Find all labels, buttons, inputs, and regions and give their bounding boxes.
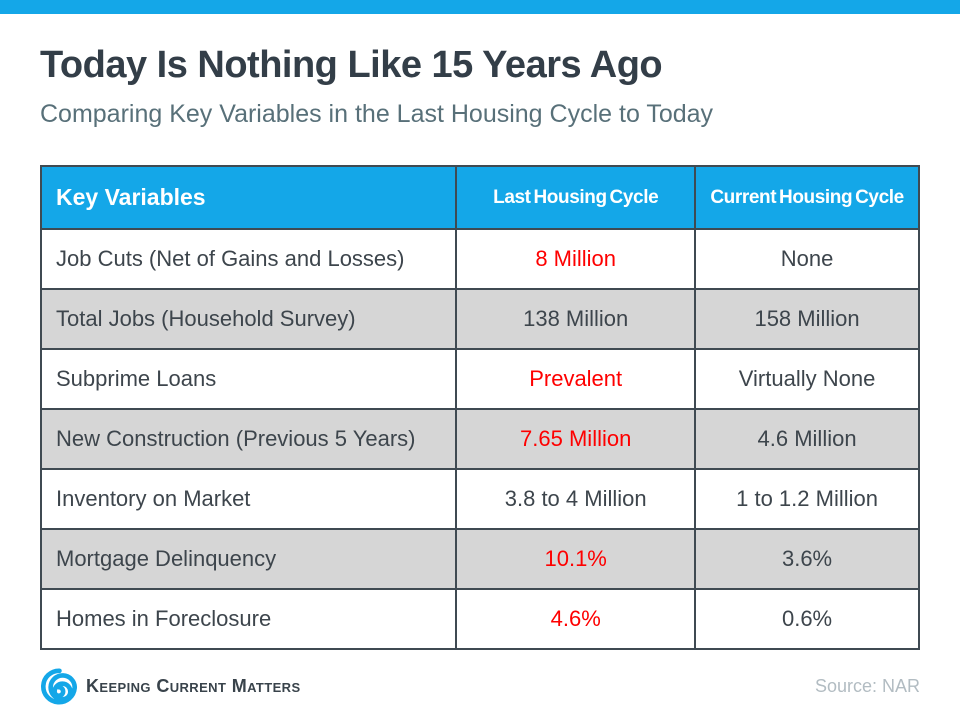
column-header-key-variables: Key Variables bbox=[39, 165, 458, 231]
page-title: Today Is Nothing Like 15 Years Ago bbox=[40, 44, 663, 86]
kcm-logo: Keeping Current Matters bbox=[40, 668, 301, 705]
last-cycle-value: 10.1% bbox=[455, 528, 697, 591]
kcm-swirl-icon bbox=[40, 668, 77, 705]
current-cycle-value: 1 to 1.2 Million bbox=[694, 468, 920, 531]
column-header-current-cycle: Current Housing Cycle bbox=[694, 165, 920, 231]
table-row: Mortgage Delinquency 10.1% 3.6% bbox=[39, 528, 920, 591]
table-row: Inventory on Market 3.8 to 4 Million 1 t… bbox=[39, 468, 920, 531]
current-cycle-value: 158 Million bbox=[694, 288, 920, 351]
footer: Keeping Current Matters Source: NAR bbox=[40, 665, 920, 707]
current-cycle-value: 0.6% bbox=[694, 588, 920, 651]
table-row: Total Jobs (Household Survey) 138 Millio… bbox=[39, 288, 920, 351]
top-accent-bar bbox=[0, 0, 960, 14]
variable-label: Total Jobs (Household Survey) bbox=[39, 288, 458, 351]
current-cycle-value: 4.6 Million bbox=[694, 408, 920, 471]
kcm-logo-text: Keeping Current Matters bbox=[86, 675, 301, 696]
slide-content: Today Is Nothing Like 15 Years Ago Compa… bbox=[0, 44, 960, 651]
variable-label: New Construction (Previous 5 Years) bbox=[39, 408, 458, 471]
variable-label: Mortgage Delinquency bbox=[39, 528, 458, 591]
table-row: Subprime Loans Prevalent Virtually None bbox=[39, 348, 920, 411]
current-cycle-value: Virtually None bbox=[694, 348, 920, 411]
current-cycle-value: None bbox=[694, 228, 920, 291]
table-header-row: Key Variables Last Housing Cycle Current… bbox=[39, 165, 920, 231]
variable-label: Subprime Loans bbox=[39, 348, 458, 411]
variable-label: Job Cuts (Net of Gains and Losses) bbox=[39, 228, 458, 291]
last-cycle-value: Prevalent bbox=[455, 348, 697, 411]
last-cycle-value: 4.6% bbox=[455, 588, 697, 651]
table-row: Job Cuts (Net of Gains and Losses) 8 Mil… bbox=[39, 228, 920, 291]
variable-label: Homes in Foreclosure bbox=[39, 588, 458, 651]
last-cycle-value: 138 Million bbox=[455, 288, 697, 351]
table-row: New Construction (Previous 5 Years) 7.65… bbox=[39, 408, 920, 471]
table-row: Homes in Foreclosure 4.6% 0.6% bbox=[39, 588, 920, 651]
variable-label: Inventory on Market bbox=[39, 468, 458, 531]
column-header-last-cycle: Last Housing Cycle bbox=[455, 165, 697, 231]
last-cycle-value: 8 Million bbox=[455, 228, 697, 291]
current-cycle-value: 3.6% bbox=[694, 528, 920, 591]
page-subtitle: Comparing Key Variables in the Last Hous… bbox=[40, 99, 714, 128]
last-cycle-value: 3.8 to 4 Million bbox=[455, 468, 697, 531]
source-note: Source: NAR bbox=[814, 675, 920, 696]
last-cycle-value: 7.65 Million bbox=[455, 408, 697, 471]
comparison-table: Key Variables Last Housing Cycle Current… bbox=[39, 165, 920, 651]
